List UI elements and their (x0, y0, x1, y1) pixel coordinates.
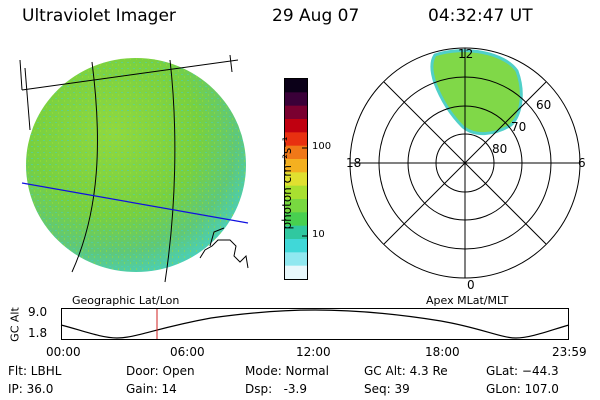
observation-date: 29 Aug 07 (272, 6, 360, 26)
lat-label-70: 70 (511, 120, 527, 134)
equator-line (21, 182, 249, 224)
colorbar-swatch (285, 199, 307, 213)
time-tick-0000: 00:00 (46, 345, 81, 359)
colorbar-swatch (285, 92, 307, 107)
colorbar-tick-10: 10 (312, 229, 325, 240)
disk-texture (26, 58, 246, 272)
info-glon: GLon: 107.0 (486, 382, 559, 396)
mlt-label-0: 0 (467, 278, 475, 292)
auroral-oval-patch (430, 49, 523, 135)
lat-label-60: 60 (536, 98, 552, 112)
altitude-ymin: 1.8 (28, 326, 48, 340)
lat-label-80: 80 (492, 142, 508, 156)
time-tick-1800: 18:00 (425, 345, 460, 359)
mlt-label-6: 6 (578, 156, 586, 170)
mlt-label-12: 12 (458, 47, 474, 61)
info-glat: GLat: −44.3 (486, 364, 559, 378)
colorbar-swatch (285, 212, 307, 227)
geo-panel-label: Geographic Lat/Lon (72, 294, 180, 307)
colorbar-swatch (285, 79, 307, 93)
colorbar-swatch (285, 145, 307, 160)
info-gain: Gain: 14 (126, 382, 177, 396)
colorbar-swatch (285, 159, 307, 173)
info-gcalt: GC Alt: 4.3 Re (364, 364, 448, 378)
coastline (199, 227, 249, 269)
mlt-spokes (350, 48, 580, 278)
info-dsp: Dsp: -3.9 (245, 382, 308, 396)
info-flt: Flt: LBHL (8, 364, 62, 378)
mlt-label-18: 18 (346, 156, 362, 170)
altitude-strip-plot (60, 308, 570, 340)
colorbar-swatch (285, 252, 307, 267)
colorbar-swatch (285, 239, 307, 253)
polar-plot (349, 47, 581, 279)
colorbar-swatch (285, 132, 307, 147)
app-title: Ultraviolet Imager (22, 6, 176, 26)
observation-time: 04:32:47 UT (428, 6, 533, 26)
info-ip: IP: 36.0 (8, 382, 54, 396)
info-mode: Mode: Normal (245, 364, 329, 378)
time-tick-0600: 06:00 (170, 345, 205, 359)
info-door: Door: Open (126, 364, 195, 378)
colorbar-swatch (285, 105, 307, 120)
colorbar-frame (284, 78, 308, 280)
colorbar-tick-100: 100 (312, 141, 332, 152)
geo-grid-lines (19, 54, 239, 283)
altitude-frame (61, 308, 569, 340)
altitude-ymax: 9.0 (28, 305, 48, 319)
colorbar-unit-label: photon cm⁻²s⁻¹ (280, 136, 294, 230)
colorbar-swatch (285, 172, 307, 187)
colorbar-swatch (285, 225, 307, 240)
colorbar-swatch (285, 119, 307, 133)
time-tick-2359: 23:59 (552, 345, 587, 359)
colorbar-swatch (285, 185, 307, 200)
polar-panel-label: Apex MLat/MLT (426, 294, 509, 307)
altitude-ylabel: GC Alt (8, 307, 22, 342)
colorbar-swatch (285, 265, 307, 280)
info-seq: Seq: 39 (364, 382, 410, 396)
colorbar (284, 78, 308, 280)
altitude-curve (60, 309, 570, 339)
time-tick-1200: 12:00 (296, 345, 331, 359)
